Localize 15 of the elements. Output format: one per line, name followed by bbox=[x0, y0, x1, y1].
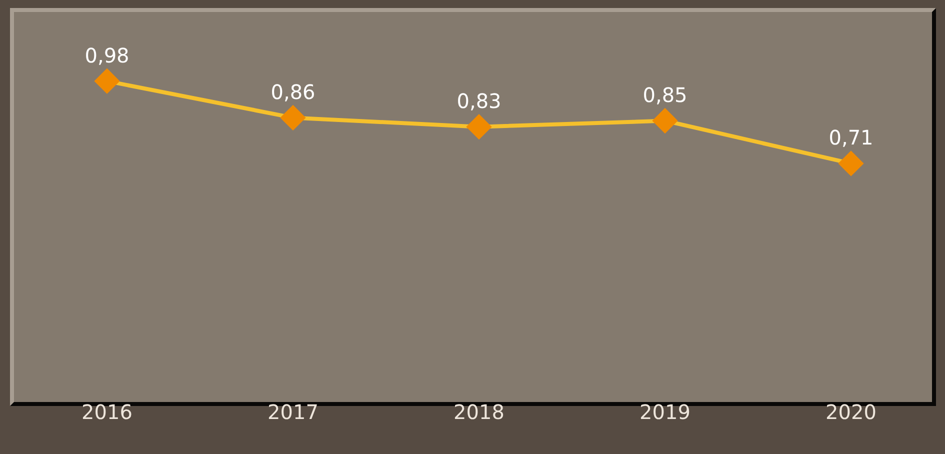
point bbox=[281, 106, 305, 130]
point bbox=[839, 151, 863, 176]
x-tick-label: 2019 bbox=[640, 400, 690, 424]
data-label: 0,98 bbox=[84, 43, 130, 68]
point bbox=[95, 69, 119, 94]
point bbox=[653, 108, 677, 133]
data-label: 0,71 bbox=[828, 126, 874, 150]
data-label: 0,85 bbox=[642, 82, 688, 107]
x-tick-label: 2016 bbox=[82, 400, 132, 424]
data-label: 0,83 bbox=[456, 89, 502, 114]
x-tick-label: 2020 bbox=[826, 400, 876, 424]
data-label: 0,86 bbox=[270, 80, 316, 104]
x-tick-label: 2017 bbox=[268, 400, 318, 424]
point bbox=[467, 114, 491, 139]
x-tick-label: 2018 bbox=[454, 400, 504, 424]
